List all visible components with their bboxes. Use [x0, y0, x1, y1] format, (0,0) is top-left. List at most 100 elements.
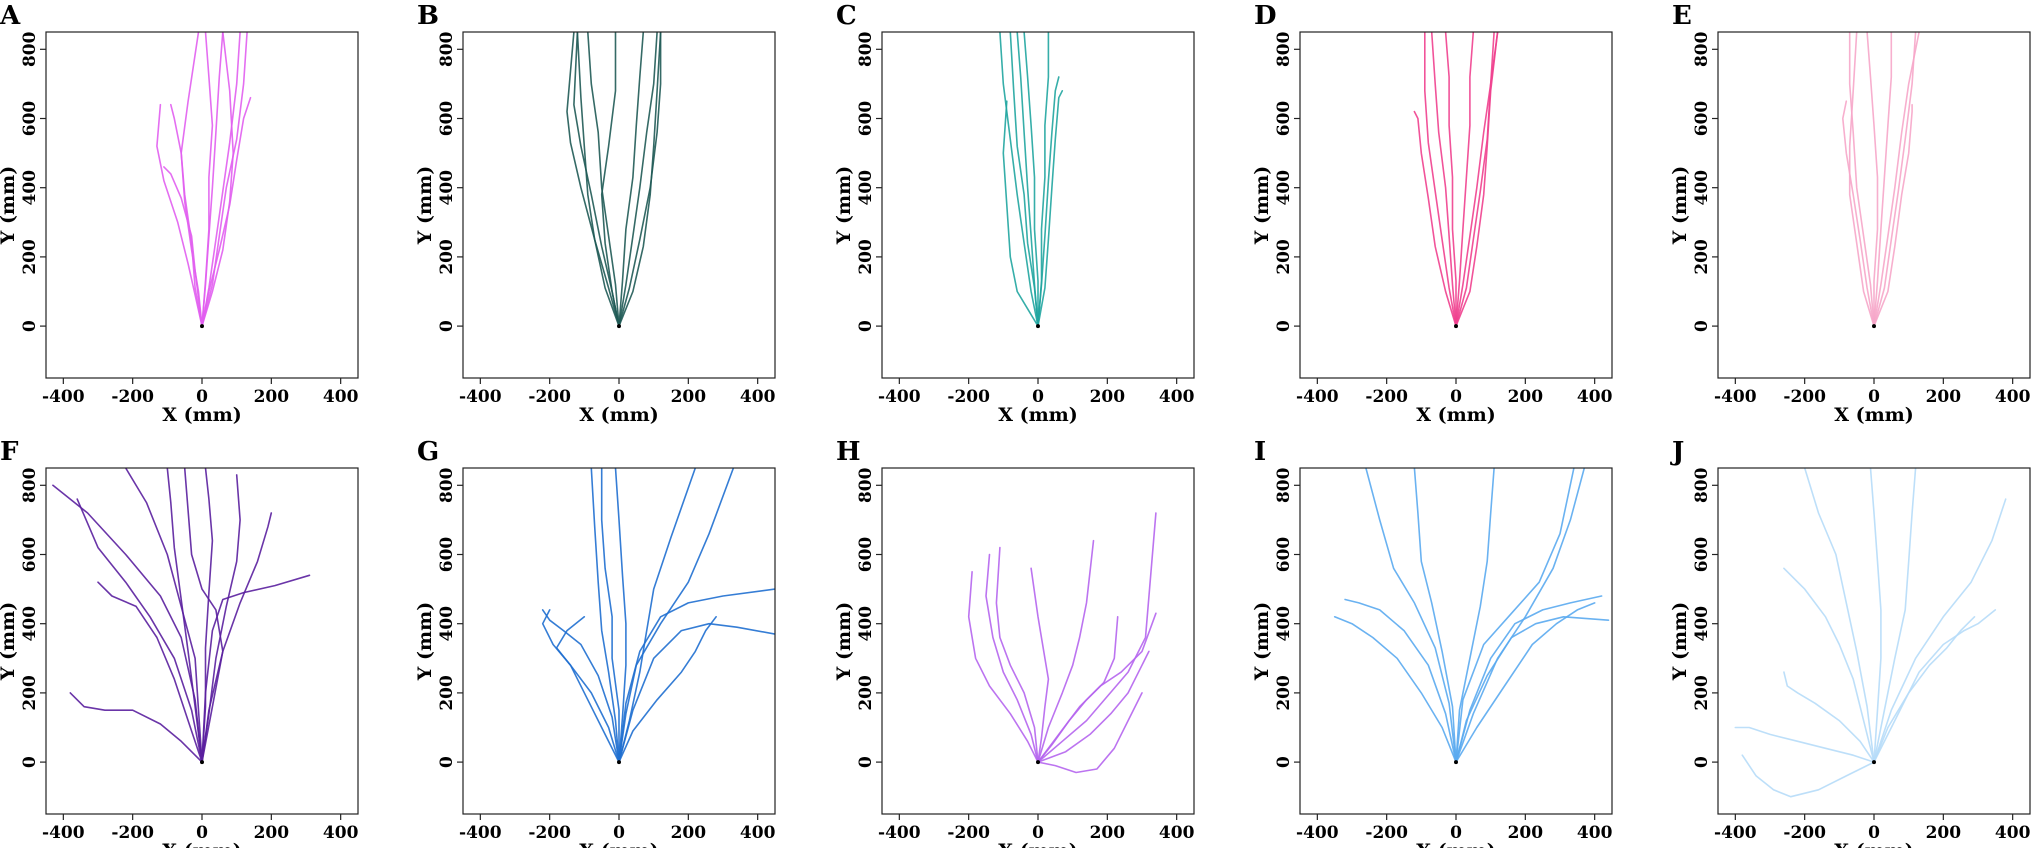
x-axis-label: X (mm)	[1834, 840, 1914, 848]
trajectory-line	[618, 468, 735, 763]
x-tick-label: -200	[1783, 823, 1826, 843]
y-tick-label: 400	[20, 170, 40, 206]
x-tick-label: -400	[1296, 387, 1339, 407]
trajectory-line	[1873, 615, 1976, 763]
panel-b: B -400 -200 0 200 400 0 200 400 600 800 X (mm) Y (mm…	[414, 1, 776, 426]
x-tick-label: 200	[1508, 823, 1544, 843]
y-tick-label: 800	[1692, 467, 1712, 503]
x-axis-label: X (mm)	[998, 404, 1078, 426]
trajectory-line	[600, 468, 620, 763]
x-tick-label: -200	[528, 823, 571, 843]
trajectory-line	[1741, 754, 1875, 798]
x-tick-label: 400	[323, 387, 359, 407]
trajectory-line	[614, 468, 627, 763]
trajectory-line	[618, 32, 645, 327]
trajectory-line	[97, 581, 203, 763]
y-tick-label: 600	[20, 537, 40, 573]
y-tick-label: 200	[20, 675, 40, 711]
origin-point	[200, 760, 204, 765]
trajectory-line	[999, 32, 1039, 327]
panel-letter: B	[417, 1, 439, 31]
panel-e: E -400 -200 0 200 400 0 200 400 600 800 X (mm) Y (mm…	[1669, 1, 2031, 426]
trajectory-line	[1333, 615, 1457, 763]
trajectory-line	[1869, 468, 1882, 763]
x-tick-label: -400	[1714, 387, 1757, 407]
trajectory-line	[1842, 100, 1875, 327]
trajectory-line	[201, 468, 214, 763]
trajectory-line	[590, 468, 620, 763]
trajectory-line	[1037, 650, 1150, 763]
trajectory-line	[1873, 32, 1920, 327]
trajectory-line	[1455, 32, 1475, 327]
trajectory-line	[1037, 32, 1050, 327]
x-axis-label: X (mm)	[1416, 840, 1496, 848]
trajectory-line	[995, 546, 1039, 763]
trajectory-line	[1037, 692, 1143, 774]
y-tick-label: 800	[1274, 31, 1294, 67]
y-tick-label: 200	[856, 675, 876, 711]
panel-letter: E	[1672, 1, 1692, 31]
trajectory-line	[156, 103, 203, 327]
trajectory-group	[999, 32, 1064, 327]
trajectory-line	[1413, 468, 1457, 763]
panel-letter: A	[0, 1, 21, 31]
y-tick-label: 600	[20, 101, 40, 137]
x-tick-label: 400	[740, 823, 776, 843]
y-tick-label: 800	[856, 31, 876, 67]
y-tick-label: 600	[437, 101, 457, 137]
trajectory-line	[985, 553, 1039, 763]
y-tick-label: 800	[20, 467, 40, 503]
y-tick-label: 200	[1692, 239, 1712, 275]
trajectory-line	[576, 32, 620, 327]
trajectory-line	[1873, 468, 1917, 763]
origin-point	[1872, 760, 1876, 765]
origin-point	[1454, 324, 1458, 329]
y-tick-label: 800	[1274, 467, 1294, 503]
panel-letter: D	[1254, 1, 1277, 31]
trajectory-group	[1333, 468, 1610, 763]
x-tick-label: 200	[1926, 823, 1962, 843]
y-tick-label: 600	[1274, 101, 1294, 137]
x-tick-label: 0	[1450, 823, 1462, 843]
x-tick-label: 400	[1577, 823, 1613, 843]
y-tick-label: 200	[1692, 675, 1712, 711]
x-tick-label: 400	[1159, 387, 1195, 407]
y-axis-label: Y (mm)	[833, 166, 855, 245]
trajectory-line	[541, 609, 620, 763]
panel-j: J -400 -200 0 200 400 0 200 400 600 800 X (mm) Y (mm…	[1669, 437, 2031, 848]
y-tick-label: 400	[1274, 606, 1294, 642]
trajectory-line	[1783, 567, 1875, 763]
y-tick-label: 200	[437, 239, 457, 275]
y-axis-label: Y (mm)	[414, 602, 436, 681]
x-axis-label: X (mm)	[579, 840, 659, 848]
panel-h: H -400 -200 0 200 400 0 200 400 600 800 X (mm) Y (mm…	[833, 437, 1195, 848]
y-tick-label: 600	[1274, 537, 1294, 573]
trajectory-line	[566, 32, 620, 327]
trajectory-line	[1030, 567, 1050, 763]
trajectory-line	[1430, 32, 1457, 327]
y-axis-label: Y (mm)	[0, 602, 19, 681]
x-tick-label: 200	[671, 823, 707, 843]
panel-letter: G	[417, 437, 439, 467]
x-tick-label: 400	[1995, 823, 2031, 843]
x-tick-label: 0	[613, 823, 625, 843]
trajectory-line	[69, 692, 203, 763]
trajectory-line	[1413, 110, 1457, 327]
y-tick-label: 400	[20, 606, 40, 642]
y-tick-label: 200	[856, 239, 876, 275]
trajectory-line	[1873, 32, 1917, 327]
y-axis-label: Y (mm)	[833, 602, 855, 681]
panel-a: A -400 -200 0 200 400 0 200 400 600 800 X (mm) Y (mm…	[0, 1, 359, 426]
y-tick-label: 200	[1274, 675, 1294, 711]
panel-d: D -400 -200 0 200 400 0 200 400 600 800 X (mm) Y (mm…	[1251, 1, 1613, 426]
trajectory-group	[1842, 32, 1920, 327]
trajectory-line	[573, 32, 620, 327]
trajectory-line	[1803, 468, 1875, 763]
panel-i: I -400 -200 0 200 400 0 200 400 600 800 X (mm) Y (mm…	[1251, 437, 1613, 848]
trajectory-line	[555, 615, 620, 763]
trajectory-line	[1037, 615, 1119, 763]
trajectory-group	[52, 468, 311, 763]
x-axis-label: X (mm)	[998, 840, 1078, 848]
trajectory-line	[1873, 32, 1893, 327]
